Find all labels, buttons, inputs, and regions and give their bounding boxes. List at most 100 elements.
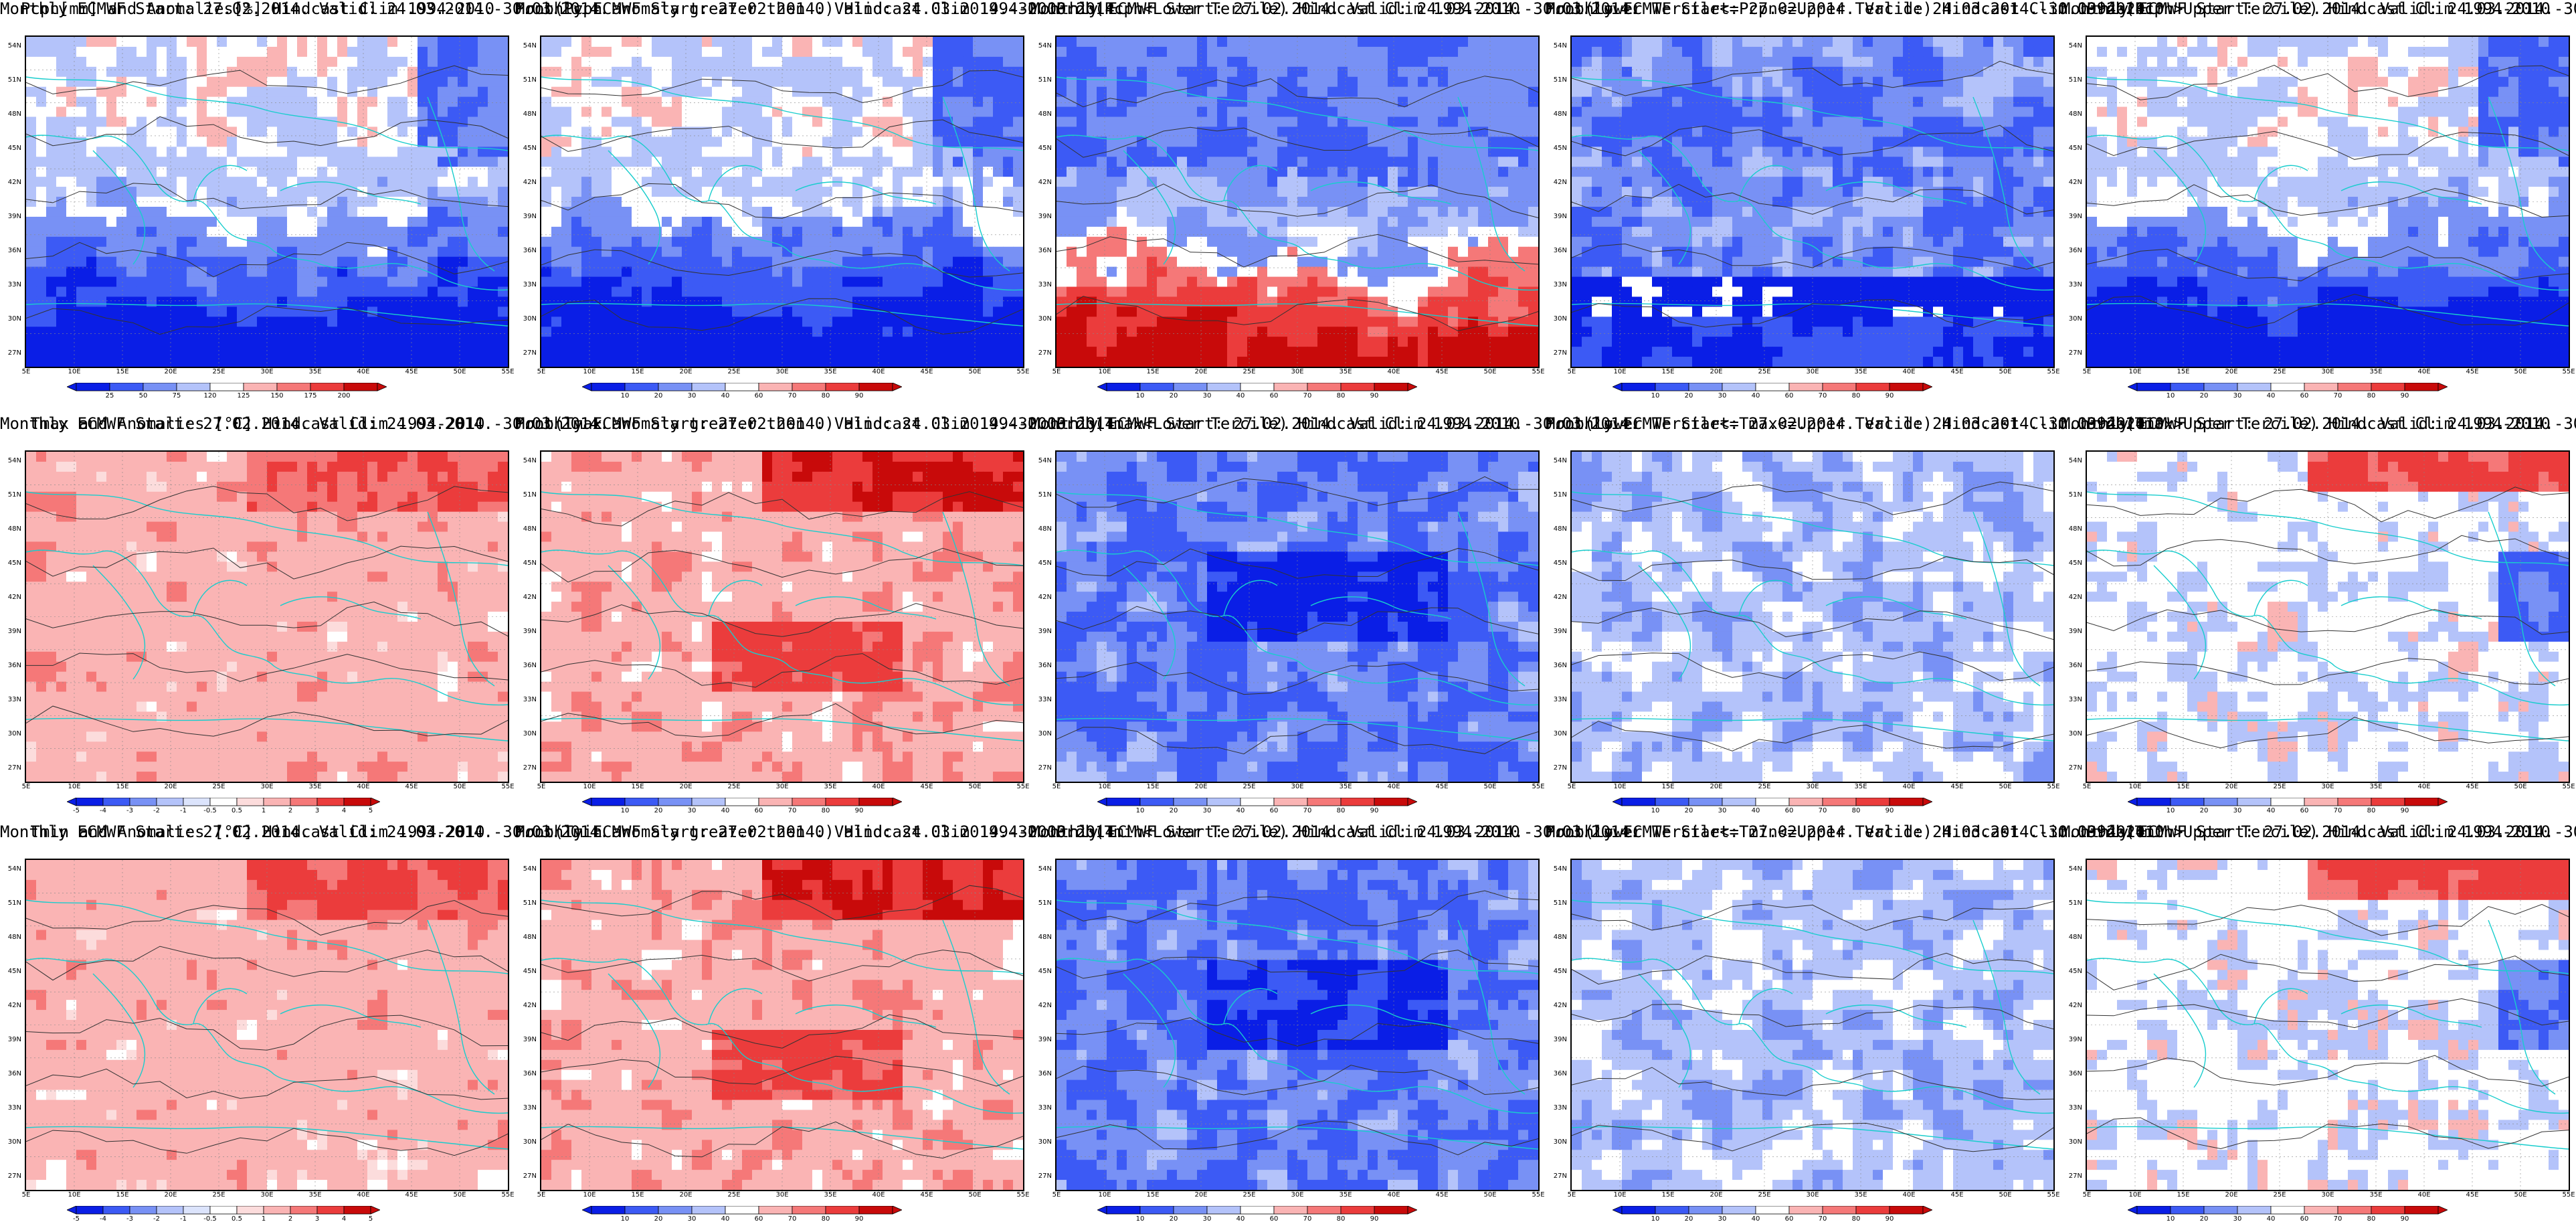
longitude-label: 50E (1483, 783, 1496, 790)
latitude-label: 27N (2069, 764, 2082, 772)
colorbar-segment (2405, 798, 2438, 806)
longitude-label: 45E (920, 368, 933, 375)
colorbar-segment (310, 383, 344, 391)
colorbar-tick-label: 175 (304, 392, 316, 400)
colorbar-tick-label: 10 (621, 807, 630, 814)
longitude-label: 15E (1661, 783, 1674, 790)
colorbar-right-arrow (1408, 383, 1417, 391)
longitude-label: 15E (2177, 1191, 2189, 1199)
longitude-label: 50E (968, 368, 981, 375)
longitude-label: 20E (2225, 783, 2237, 790)
longitude-label: 35E (1339, 783, 1352, 790)
colorbar-tick-label: 20 (654, 1215, 663, 1223)
latitude-label: 48N (8, 110, 21, 118)
colorbar-segment (157, 798, 183, 806)
colorbar-segment (237, 798, 264, 806)
latitude-label: 39N (523, 1036, 537, 1043)
colorbar-tick-label: 80 (1337, 1215, 1346, 1223)
longitude-label: 25E (1758, 368, 1770, 375)
colorbar-tick-label: 40 (1752, 1215, 1760, 1223)
longitude-label: 40E (872, 1191, 885, 1199)
colorbar-segment (1341, 383, 1374, 391)
colorbar-segment (1307, 383, 1341, 391)
latitude-label: 39N (1038, 1036, 1052, 1043)
longitude-label: 5E (1568, 1191, 1576, 1199)
colorbar-left-arrow (582, 383, 591, 391)
longitude-label: 10E (583, 1191, 595, 1199)
longitude-label: 45E (2466, 1191, 2478, 1199)
longitude-label: 5E (22, 1191, 31, 1199)
colorbar-segment (103, 1206, 130, 1214)
longitude-label: 20E (164, 1191, 177, 1199)
colorbar-tick-label: 10 (2167, 807, 2175, 814)
latitude-label: 27N (8, 349, 21, 357)
colorbar-segment (210, 1206, 237, 1214)
map-field (1056, 452, 1538, 782)
colorbar-tick-label: 90 (1370, 807, 1379, 814)
colorbar-tick-label: 40 (721, 1215, 730, 1223)
colorbar-left-arrow (67, 1206, 76, 1214)
colorbar-segment (2204, 1206, 2237, 1214)
colorbar-tick-label: 90 (1370, 392, 1379, 400)
colorbar-segment (1307, 798, 1341, 806)
latitude-label: 39N (2069, 213, 2082, 220)
colorbar-tick-label: 70 (2334, 392, 2342, 400)
latitude-label: 42N (8, 179, 21, 186)
colorbar-tick-label: 80 (1337, 807, 1346, 814)
latitude-label: 39N (1038, 628, 1052, 635)
longitude-label: 55E (2562, 783, 2575, 790)
colorbar-segment (2171, 383, 2204, 391)
map-field (2087, 860, 2569, 1190)
latitude-label: 54N (1038, 42, 1052, 50)
colorbar-segment (2271, 798, 2304, 806)
colorbar-tick-label: 70 (1819, 1215, 1827, 1223)
longitude-label: 55E (1532, 368, 1544, 375)
colorbar-segment (2304, 798, 2338, 806)
colorbar-segment (177, 383, 210, 391)
colorbar-right-arrow (1923, 1206, 1932, 1214)
colorbar-segment (658, 798, 692, 806)
colorbar-tick-label: 20 (654, 392, 663, 400)
latitude-label: 45N (8, 145, 21, 152)
panel-title-line2: Prob(Tmax>Upper Tercile) Hindcast Clim 1… (2061, 415, 2576, 433)
longitude-label: 25E (1758, 783, 1770, 790)
latitude-label: 45N (2069, 559, 2082, 567)
longitude-label: 45E (2466, 368, 2478, 375)
latitude-label: 33N (1554, 281, 1567, 288)
latitude-label: 33N (2069, 696, 2082, 703)
longitude-label: 10E (68, 1191, 80, 1199)
longitude-label: 45E (1435, 368, 1448, 375)
colorbar-segment (1756, 798, 1789, 806)
latitude-label: 45N (1554, 559, 1567, 567)
colorbar-tick-label: 30 (2233, 1215, 2242, 1223)
colorbar-tick-label: 60 (1785, 1215, 1794, 1223)
colorbar-swatches (2128, 383, 2448, 392)
colorbar-segment (1890, 383, 1923, 391)
colorbar-segment (317, 798, 344, 806)
latitude-label: 36N (2069, 247, 2082, 254)
forecast-panel: Monthly ECMWF Start: 27.02.2014. Valid: … (515, 823, 1024, 1225)
colorbar-tick-label: 125 (237, 392, 250, 400)
colorbar-segment (1823, 798, 1856, 806)
colorbar-swatches (2128, 1206, 2448, 1215)
longitude-label: 50E (1999, 783, 2011, 790)
colorbar-segment (1789, 383, 1823, 391)
colorbar-swatches (1097, 1206, 1417, 1215)
colorbar-tick-label: 30 (1203, 1215, 1212, 1223)
forecast-panel: Monthly ECMWF Start: 27.02.2014. Valid: … (1546, 0, 2054, 402)
longitude-label: 50E (2514, 368, 2526, 375)
longitude-label: 40E (357, 368, 369, 375)
colorbar-tick-label: 40 (1752, 807, 1760, 814)
colorbar-segment (591, 798, 625, 806)
longitude-label: 35E (2369, 368, 2382, 375)
colorbar-segment (1856, 798, 1890, 806)
latitude-label: 42N (2069, 179, 2082, 186)
